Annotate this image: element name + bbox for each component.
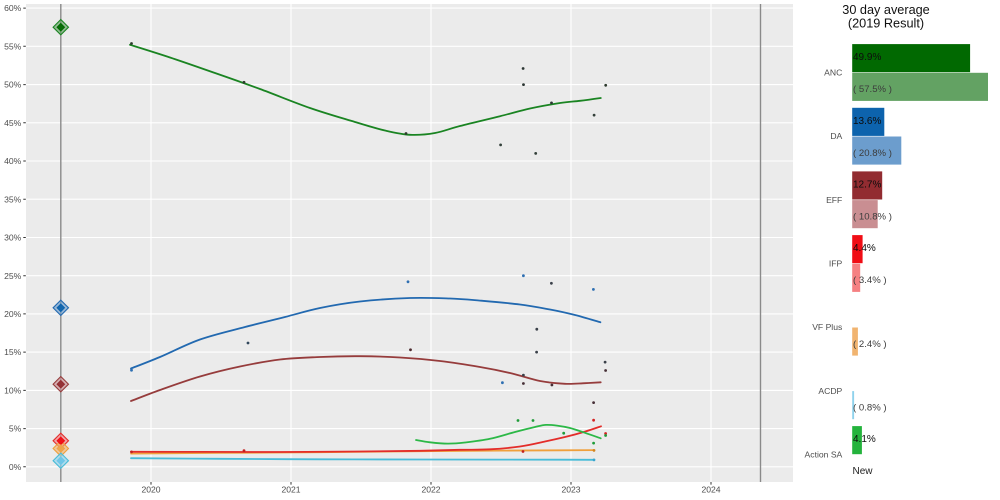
- svg-text:( 10.8% ): ( 10.8% ): [853, 211, 892, 222]
- svg-text:25%: 25%: [4, 271, 22, 281]
- svg-text:ANC: ANC: [824, 68, 842, 78]
- svg-text:55%: 55%: [4, 41, 22, 51]
- svg-text:45%: 45%: [4, 118, 22, 128]
- svg-text:60%: 60%: [4, 3, 22, 13]
- svg-text:IFP: IFP: [829, 259, 843, 269]
- svg-text:2021: 2021: [281, 485, 300, 495]
- svg-text:5%: 5%: [9, 424, 22, 434]
- svg-text:4.4%: 4.4%: [853, 243, 876, 254]
- svg-text:DA: DA: [830, 131, 842, 141]
- svg-text:30 day average: 30 day average: [842, 3, 929, 17]
- svg-text:20%: 20%: [4, 309, 22, 319]
- svg-text:( 20.8% ): ( 20.8% ): [853, 148, 892, 159]
- svg-text:2023: 2023: [561, 485, 580, 495]
- svg-text:15%: 15%: [4, 347, 22, 357]
- svg-text:13.6%: 13.6%: [853, 116, 881, 127]
- svg-text:50%: 50%: [4, 80, 22, 90]
- svg-text:0%: 0%: [9, 462, 22, 472]
- svg-text:10%: 10%: [4, 386, 22, 396]
- svg-text:New: New: [853, 466, 874, 477]
- svg-text:EFF: EFF: [826, 195, 842, 205]
- svg-text:( 2.4% ): ( 2.4% ): [853, 339, 887, 350]
- svg-text:(2019 Result): (2019 Result): [848, 17, 924, 31]
- svg-text:40%: 40%: [4, 156, 22, 166]
- svg-text:( 0.8% ): ( 0.8% ): [853, 402, 887, 413]
- svg-text:30%: 30%: [4, 233, 22, 243]
- svg-text:ACDP: ACDP: [818, 386, 842, 396]
- svg-text:Action SA: Action SA: [805, 450, 843, 460]
- svg-text:49.9%: 49.9%: [853, 52, 881, 63]
- svg-text:35%: 35%: [4, 194, 22, 204]
- svg-text:( 3.4% ): ( 3.4% ): [853, 275, 887, 286]
- svg-text:2024: 2024: [701, 485, 720, 495]
- svg-text:2022: 2022: [421, 485, 440, 495]
- svg-text:( 57.5% ): ( 57.5% ): [853, 84, 892, 95]
- svg-text:VF Plus: VF Plus: [812, 322, 842, 332]
- svg-text:2020: 2020: [141, 485, 160, 495]
- svg-text:4.1%: 4.1%: [853, 434, 876, 445]
- svg-text:12.7%: 12.7%: [853, 179, 881, 190]
